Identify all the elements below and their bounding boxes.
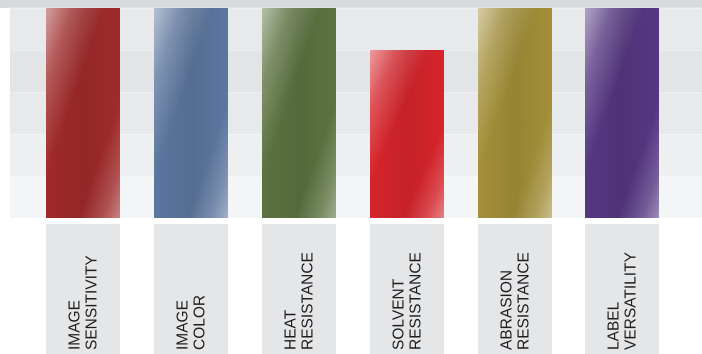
bar-image-color-gloss bbox=[154, 8, 228, 218]
bar-abrasion-resistance bbox=[478, 8, 552, 218]
bar-image-sensitivity-gloss bbox=[46, 8, 120, 218]
tick-label-2: IMAGE COLOR bbox=[175, 295, 209, 350]
tick-label-3: HEAT RESISTANCE bbox=[283, 252, 317, 350]
tick-label-line: RESISTANCE bbox=[516, 252, 533, 350]
bar-heat-resistance bbox=[262, 8, 336, 218]
bar-heat-resistance-gloss bbox=[262, 8, 336, 218]
bar-label-versatility-gloss bbox=[585, 8, 659, 218]
label-box-6 bbox=[585, 224, 659, 354]
tick-label-line: ABRASION bbox=[499, 270, 516, 350]
tick-label-line: SOLVENT bbox=[391, 278, 408, 350]
tick-label-line: COLOR bbox=[192, 295, 209, 350]
tick-label-line: SENSITIVITY bbox=[84, 255, 101, 350]
bars bbox=[46, 8, 659, 218]
label-box-4 bbox=[370, 224, 444, 354]
bar-label-versatility bbox=[585, 8, 659, 218]
bar-solvent-resistance-gloss bbox=[370, 50, 444, 218]
bar-image-color bbox=[154, 8, 228, 218]
tick-label-line: IMAGE bbox=[67, 300, 84, 350]
label-box-1 bbox=[46, 224, 120, 354]
tick-label-line: RESISTANCE bbox=[300, 252, 317, 350]
label-box-3 bbox=[262, 224, 336, 354]
tick-label-line: IMAGE bbox=[175, 300, 192, 350]
tick-label-4: SOLVENT RESISTANCE bbox=[391, 252, 425, 350]
category-labels: IMAGE SENSITIVITY IMAGE COLOR HEAT RESISTANCE… bbox=[67, 252, 640, 350]
tick-label-line: HEAT bbox=[283, 309, 300, 350]
top-strip bbox=[0, 0, 702, 8]
category-label-boxes bbox=[46, 224, 659, 354]
bar-abrasion-resistance-gloss bbox=[478, 8, 552, 218]
tick-label-1: IMAGE SENSITIVITY bbox=[67, 255, 101, 350]
bar-solvent-resistance bbox=[370, 50, 444, 218]
tick-label-line: LABEL bbox=[606, 301, 623, 350]
tick-label-5: ABRASION RESISTANCE bbox=[499, 252, 533, 350]
label-box-5 bbox=[478, 224, 552, 354]
tick-label-line: VERSATILITY bbox=[623, 252, 640, 350]
label-box-2 bbox=[154, 224, 228, 354]
tick-label-line: RESISTANCE bbox=[408, 252, 425, 350]
tick-label-6: LABEL VERSATILITY bbox=[606, 252, 640, 350]
bar-image-sensitivity bbox=[46, 8, 120, 218]
